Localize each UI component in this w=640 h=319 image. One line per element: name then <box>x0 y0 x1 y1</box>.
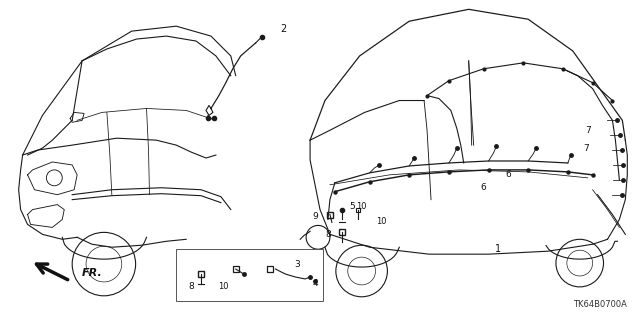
Text: 8: 8 <box>325 230 331 239</box>
Text: 6: 6 <box>481 183 486 192</box>
Text: 2: 2 <box>280 24 287 34</box>
Text: 7: 7 <box>585 126 591 135</box>
Text: TK64B0700A: TK64B0700A <box>573 300 627 309</box>
Text: FR.: FR. <box>82 268 103 278</box>
Text: 6: 6 <box>506 170 511 179</box>
Text: 7: 7 <box>583 144 589 152</box>
Text: 3: 3 <box>294 260 300 269</box>
Text: 5: 5 <box>349 202 355 211</box>
Text: 10: 10 <box>218 282 228 291</box>
Text: 8: 8 <box>188 282 194 291</box>
Bar <box>176 249 323 301</box>
Text: 10: 10 <box>356 202 367 211</box>
Text: 10: 10 <box>376 217 387 226</box>
Text: 9: 9 <box>312 212 318 221</box>
Text: 4: 4 <box>312 279 318 288</box>
Text: 1: 1 <box>495 244 502 254</box>
